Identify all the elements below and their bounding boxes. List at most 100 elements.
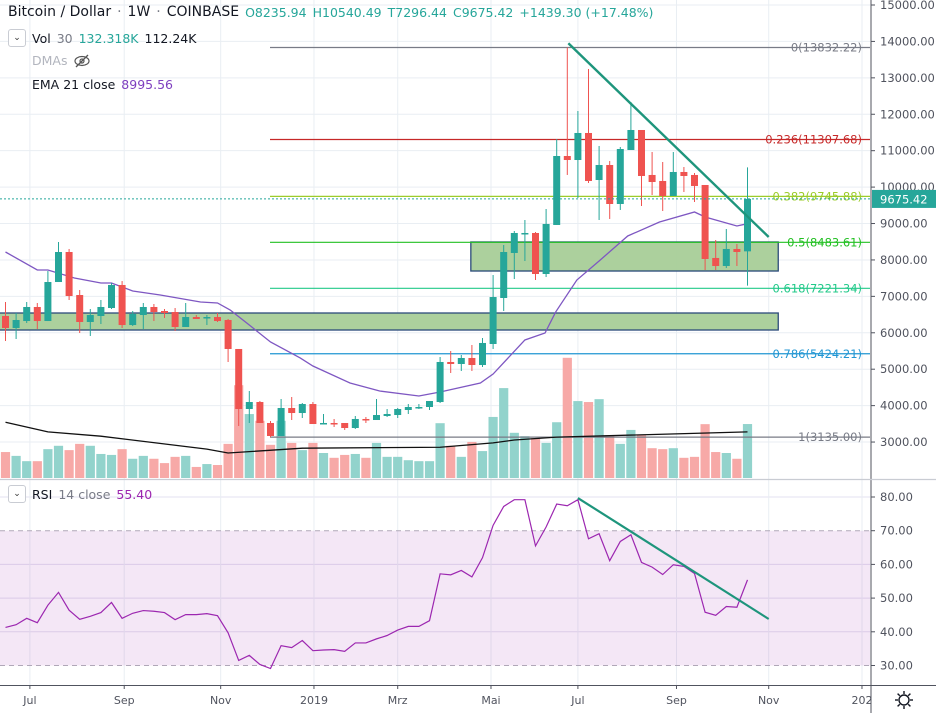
- candle-body: [182, 317, 190, 327]
- candle-body: [351, 418, 359, 429]
- volume-bar: [138, 455, 148, 478]
- volume-bar: [541, 442, 551, 478]
- volume-bar: [499, 388, 509, 478]
- rsi-tick-label: 30.00: [880, 659, 913, 673]
- collapse-legend-button[interactable]: ⌄: [8, 29, 26, 47]
- volume-bar: [85, 445, 95, 478]
- volume-bar: [615, 443, 625, 478]
- vol-name[interactable]: Vol: [32, 30, 51, 46]
- candle-body: [553, 155, 561, 225]
- price-axis-background[interactable]: [872, 0, 936, 713]
- candle-body: [648, 174, 656, 183]
- rsi-trendline[interactable]: [577, 497, 770, 620]
- ohlc-low: T7296.44: [387, 4, 447, 20]
- candle-body: [171, 312, 179, 327]
- candle-body: [404, 407, 412, 410]
- price-tick-label: 14000.00: [880, 34, 935, 48]
- volume-bar: [477, 451, 488, 478]
- chevron-down-icon: ⌄: [13, 489, 21, 499]
- volume-bar: [22, 461, 32, 478]
- support-zone-rectangle[interactable]: [0, 312, 779, 331]
- last-price-badge: [872, 189, 936, 208]
- volume-bar: [711, 452, 721, 478]
- rsi-tick-label: 60.00: [880, 557, 913, 571]
- volume-bar: [340, 454, 350, 478]
- volume-bar: [647, 448, 657, 478]
- candle-body: [129, 313, 137, 326]
- volume-ma-line: [5, 421, 748, 454]
- candle-body: [574, 132, 582, 161]
- volume-bar: [223, 443, 233, 478]
- interval[interactable]: 1W: [127, 4, 151, 20]
- dmas-name[interactable]: DMAs: [32, 53, 68, 68]
- candle-body: [23, 306, 31, 322]
- volume-bar: [287, 442, 297, 478]
- volume-bar: [509, 432, 519, 478]
- vol-length: 30: [56, 30, 73, 46]
- candle-body: [394, 409, 402, 416]
- candle-body: [256, 402, 264, 423]
- volume-bar: [11, 455, 21, 478]
- volume-bar: [361, 457, 371, 478]
- volume-bar: [181, 455, 191, 478]
- ohlc-high: H10540.49: [312, 4, 382, 20]
- candle-body: [691, 174, 698, 186]
- separator: ·: [117, 4, 122, 20]
- volume-bar: [732, 458, 742, 478]
- candle-body: [235, 348, 243, 410]
- volume-bar: [552, 422, 562, 478]
- volume-bar: [106, 454, 117, 478]
- candle-body: [245, 402, 253, 410]
- time-tick-label: Jul: [22, 694, 36, 707]
- rsi-name[interactable]: RSI: [32, 486, 53, 502]
- volume-bar: [393, 456, 403, 478]
- ema-legend: EMA 21 close 8995.56: [32, 77, 173, 92]
- candle-body: [479, 342, 486, 366]
- volume-bar: [658, 449, 668, 478]
- volume-bar: [446, 445, 456, 478]
- volume-bar: [170, 456, 180, 478]
- price-tick-label: 15000.00: [880, 0, 935, 12]
- dmas-legend: DMAs: [32, 53, 91, 68]
- last-price-label: 9675.42: [880, 192, 928, 206]
- ema-name[interactable]: EMA 21 close: [32, 77, 116, 92]
- price-tick-label: 6000.00: [880, 326, 928, 340]
- candle-body: [86, 315, 94, 322]
- price-tick-label: 12000.00: [880, 107, 935, 121]
- candle-body: [722, 248, 730, 266]
- volume-bar: [626, 429, 636, 478]
- price-trendline[interactable]: [567, 42, 770, 238]
- candle-body: [277, 407, 285, 436]
- settings-gear-icon[interactable]: [893, 689, 915, 711]
- symbol-name[interactable]: Bitcoin / Dollar: [8, 4, 112, 20]
- candle-body: [383, 413, 391, 416]
- collapse-rsi-button[interactable]: ⌄: [8, 485, 26, 503]
- rsi-value: 55.40: [116, 486, 153, 502]
- volume-bar: [297, 450, 307, 478]
- candle-body: [341, 422, 349, 429]
- volume-bar: [128, 458, 138, 478]
- rsi-legend: ⌄ RSI 14 close 55.40: [8, 485, 152, 503]
- price-tick-label: 13000.00: [880, 71, 935, 85]
- volume-bar: [329, 457, 339, 478]
- price-tick-label: 5000.00: [880, 362, 928, 376]
- vol-ma-value: 132.318K: [78, 30, 139, 46]
- candle-body: [44, 282, 52, 322]
- candle-body: [330, 422, 338, 425]
- candle-body: [500, 252, 508, 298]
- candle-body: [97, 306, 105, 316]
- volume-bar: [435, 423, 445, 478]
- volume-bar: [424, 461, 435, 478]
- candle-body: [203, 317, 211, 319]
- candle-body: [585, 132, 592, 181]
- ohlc-change: +1439.30 (+17.48%): [519, 4, 654, 20]
- eye-off-icon[interactable]: [73, 54, 91, 68]
- candle-body: [55, 252, 62, 283]
- volume-bar: [234, 385, 244, 478]
- rsi-tick-label: 50.00: [880, 591, 913, 605]
- price-tick-label: 3000.00: [880, 435, 928, 449]
- candle-body: [267, 422, 274, 436]
- candle-body: [214, 317, 221, 322]
- price-tick-label: 11000.00: [880, 144, 935, 158]
